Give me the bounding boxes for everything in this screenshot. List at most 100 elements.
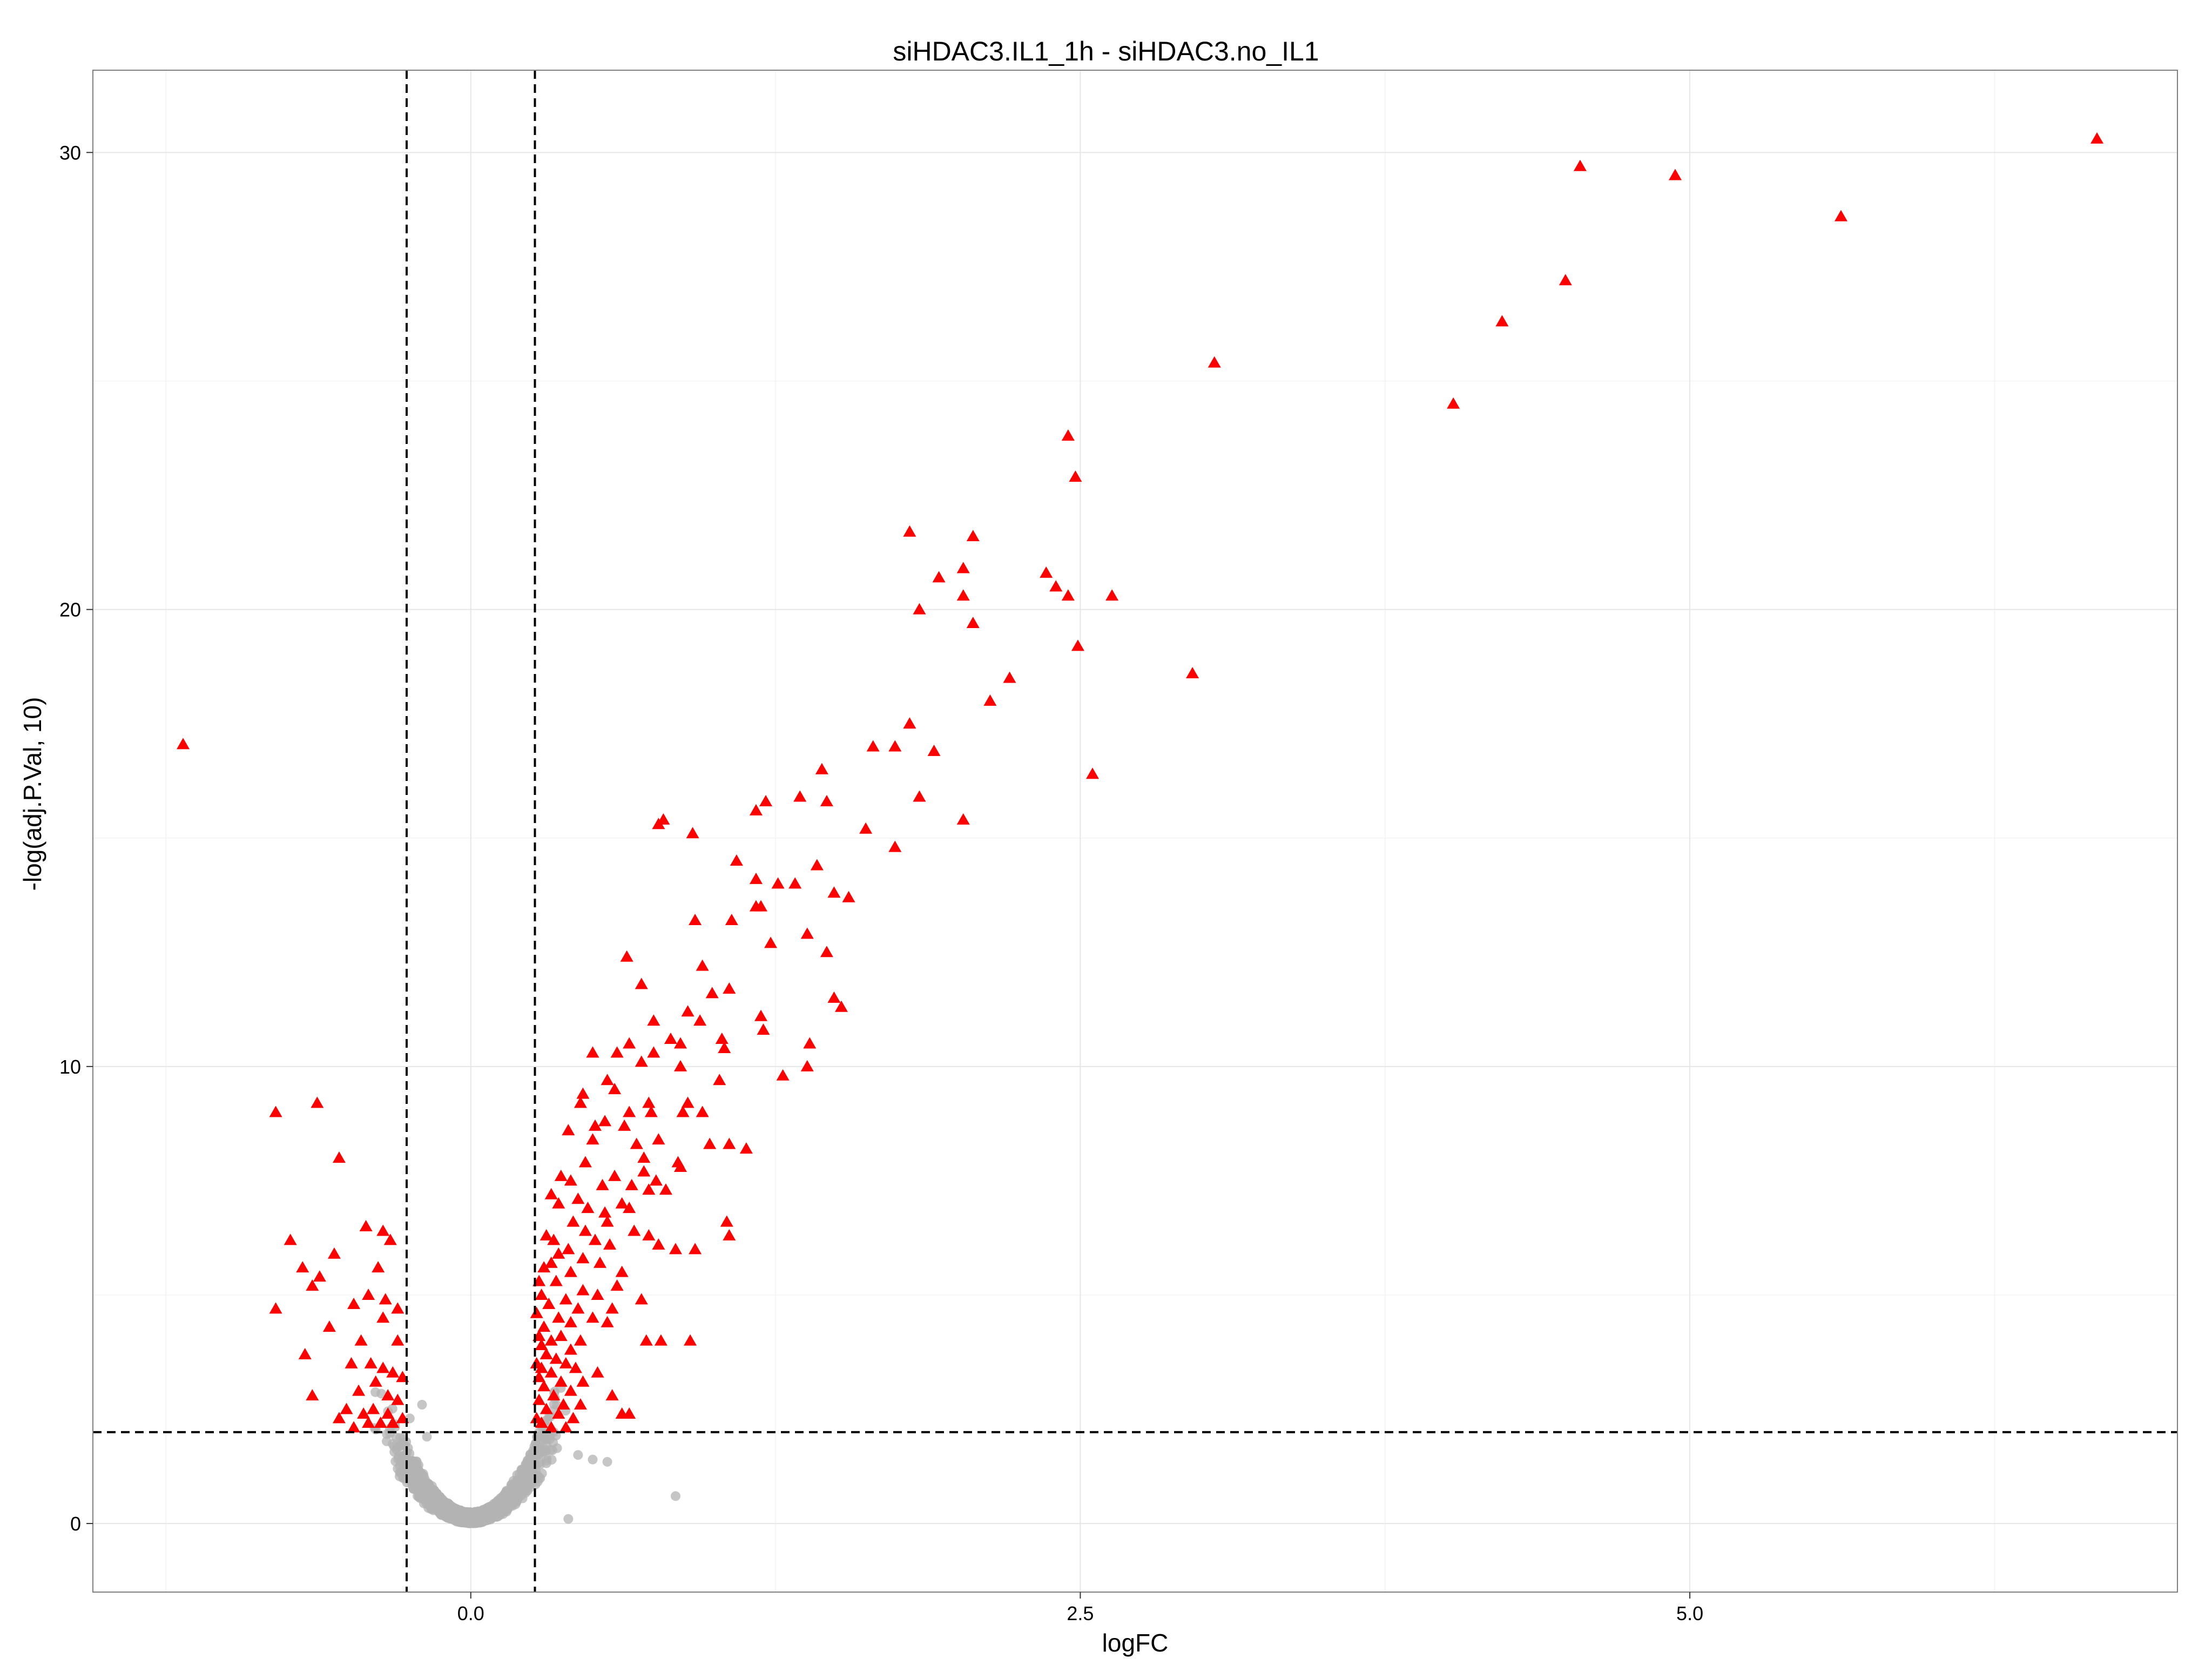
ns-point bbox=[395, 1441, 405, 1451]
significant-point bbox=[669, 1243, 682, 1255]
significant-point bbox=[586, 1046, 599, 1058]
significant-point bbox=[564, 1265, 577, 1277]
significant-point bbox=[635, 977, 648, 989]
significant-point bbox=[764, 936, 778, 948]
significant-point bbox=[739, 1142, 753, 1154]
significant-point bbox=[664, 1033, 677, 1044]
significant-point bbox=[725, 914, 738, 926]
significant-point bbox=[723, 1137, 736, 1149]
significant-point bbox=[913, 603, 926, 615]
significant-point bbox=[364, 1357, 377, 1368]
significant-point bbox=[1040, 566, 1053, 578]
significant-point bbox=[574, 1334, 587, 1346]
ns-point bbox=[415, 1477, 425, 1487]
significant-point bbox=[827, 991, 841, 1003]
significant-point bbox=[564, 1343, 577, 1355]
significant-point bbox=[820, 794, 833, 806]
significant-point bbox=[686, 827, 699, 839]
ns-point bbox=[420, 1489, 430, 1499]
ns-point bbox=[602, 1457, 612, 1467]
ns-point bbox=[470, 1507, 480, 1517]
significant-point bbox=[391, 1334, 404, 1346]
significant-point bbox=[652, 1238, 665, 1250]
significant-point bbox=[810, 859, 824, 871]
significant-point bbox=[562, 1124, 575, 1136]
significant-point bbox=[603, 1238, 617, 1250]
ns-point bbox=[453, 1509, 463, 1520]
significant-point bbox=[554, 1330, 568, 1341]
significant-point bbox=[674, 1037, 687, 1049]
significant-point bbox=[269, 1302, 282, 1314]
significant-point bbox=[628, 1224, 641, 1236]
significant-point bbox=[615, 1197, 629, 1209]
significant-point bbox=[535, 1339, 548, 1351]
significant-point bbox=[635, 1293, 648, 1305]
ns-point bbox=[524, 1468, 534, 1479]
significant-point bbox=[681, 1005, 694, 1017]
significant-point bbox=[547, 1389, 561, 1401]
significant-point bbox=[605, 1302, 619, 1314]
significant-point bbox=[720, 1215, 733, 1227]
significant-point bbox=[1085, 767, 1099, 779]
significant-point bbox=[693, 1014, 707, 1026]
significant-point bbox=[681, 1096, 694, 1108]
significant-point bbox=[601, 1215, 614, 1227]
significant-point bbox=[591, 1288, 604, 1300]
significant-point bbox=[544, 1421, 558, 1433]
significant-point bbox=[298, 1347, 312, 1359]
significant-point bbox=[586, 1133, 599, 1145]
ns-point bbox=[670, 1491, 680, 1501]
significant-point bbox=[635, 1055, 648, 1067]
significant-point bbox=[586, 1311, 599, 1323]
ns-point bbox=[417, 1400, 427, 1410]
significant-point bbox=[374, 1416, 387, 1428]
significant-point bbox=[630, 1137, 643, 1149]
significant-point bbox=[2090, 132, 2104, 144]
significant-point bbox=[332, 1151, 346, 1163]
significant-point bbox=[376, 1361, 390, 1373]
significant-point bbox=[623, 1037, 636, 1049]
significant-point bbox=[696, 959, 709, 971]
significant-point bbox=[362, 1288, 375, 1300]
ns-point bbox=[563, 1514, 574, 1524]
significant-point bbox=[705, 987, 719, 999]
significant-point bbox=[615, 1265, 629, 1277]
plot-panel-border bbox=[92, 70, 2178, 1593]
significant-point bbox=[347, 1421, 361, 1433]
significant-point bbox=[1049, 580, 1063, 592]
significant-point bbox=[754, 1009, 768, 1021]
significant-point bbox=[956, 562, 970, 574]
significant-point bbox=[793, 790, 807, 802]
y-tick-label: 30 bbox=[59, 141, 81, 164]
significant-point bbox=[589, 1233, 602, 1245]
ns-point bbox=[403, 1459, 413, 1469]
significant-point bbox=[932, 571, 946, 583]
significant-point bbox=[552, 1197, 565, 1209]
significant-point bbox=[539, 1347, 553, 1359]
ns-point bbox=[548, 1445, 558, 1455]
significant-point bbox=[1069, 470, 1082, 482]
significant-point bbox=[803, 1037, 817, 1049]
significant-point bbox=[757, 1023, 770, 1035]
significant-point bbox=[544, 1334, 558, 1346]
significant-point bbox=[718, 1041, 731, 1053]
ns-point bbox=[509, 1493, 519, 1504]
significant-point bbox=[357, 1407, 370, 1419]
ns-point bbox=[534, 1473, 544, 1483]
significant-point bbox=[391, 1393, 404, 1405]
significant-point bbox=[306, 1389, 319, 1401]
significant-point bbox=[381, 1407, 395, 1419]
significant-point bbox=[903, 525, 916, 537]
significant-point bbox=[676, 1105, 690, 1117]
significant-point bbox=[689, 1243, 702, 1255]
significant-point bbox=[177, 738, 190, 750]
significant-point bbox=[888, 740, 902, 752]
significant-point bbox=[649, 1174, 663, 1186]
significant-point bbox=[549, 1352, 563, 1364]
significant-point bbox=[642, 1096, 656, 1108]
threshold-lines bbox=[93, 70, 2177, 1592]
significant-point bbox=[537, 1320, 551, 1332]
significant-point bbox=[362, 1416, 375, 1428]
significant-point bbox=[820, 946, 833, 958]
significant-point bbox=[322, 1320, 336, 1332]
